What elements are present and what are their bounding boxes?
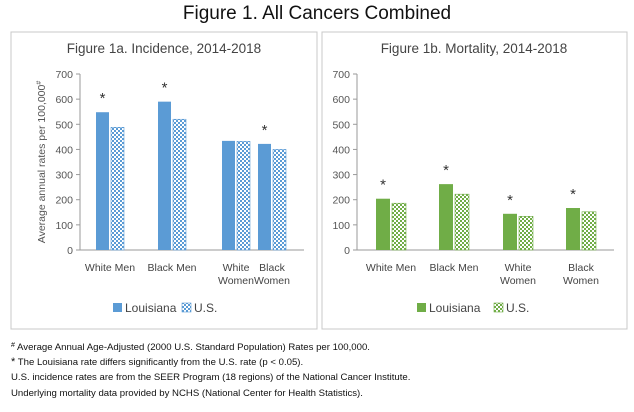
- incidence-chart-panel: Figure 1a. Incidence, 2014-2018 Average …: [10, 31, 318, 330]
- footnote-significance-symbol: *: [11, 356, 16, 369]
- mortality-bar-louisiana: [376, 198, 390, 250]
- mortality-bar-louisiana: [503, 213, 517, 250]
- incidence-category-label-line: Women: [254, 275, 290, 287]
- incidence-category-label-line: Women: [218, 275, 254, 287]
- mortality-significance-marker: *: [443, 162, 449, 179]
- mortality-category-label: Black Women: [563, 262, 599, 287]
- footnote-rates-text: Average Annual Age-Adjusted (2000 U.S. S…: [14, 342, 370, 353]
- mortality-chart-title: Figure 1b. Mortality, 2014-2018: [381, 41, 568, 56]
- mortality-category-label-line: Women: [500, 275, 536, 287]
- incidence-significance-marker: *: [100, 90, 106, 107]
- mortality-category-label: White Women: [500, 262, 536, 287]
- incidence-category-label-line: Black: [259, 262, 285, 274]
- mortality-bar-louisiana: [439, 184, 453, 250]
- incidence-y-tick-label: 0: [67, 245, 73, 257]
- mortality-y-tick-label: 100: [332, 220, 350, 232]
- incidence-category-label: Black Women: [254, 262, 290, 287]
- footnote-rates-symbol: #: [11, 342, 15, 349]
- incidence-bar-us: [172, 118, 187, 251]
- footnote-significance-text: The Louisiana rate differs significantly…: [15, 357, 304, 369]
- mortality-category-label: Black Men: [429, 262, 478, 274]
- mortality-significance-marker: *: [380, 177, 386, 194]
- incidence-y-tick-label: 100: [55, 220, 73, 232]
- y-axis-label-footnote-marker: #: [36, 81, 43, 85]
- incidence-y-tick-label: 500: [55, 119, 73, 131]
- incidence-bar-louisiana: [158, 101, 171, 251]
- incidence-y-tick-label: 300: [55, 170, 73, 182]
- mortality-y-tick-label: 600: [332, 94, 350, 106]
- mortality-y-tick-label: 700: [332, 69, 350, 81]
- incidence-bar-us: [272, 149, 287, 251]
- incidence-legend-label-us: U.S.: [194, 301, 217, 315]
- mortality-bar-us: [391, 202, 407, 251]
- incidence-category-label: Black Men: [147, 262, 196, 274]
- incidence-chart-title: Figure 1a. Incidence, 2014-2018: [67, 41, 261, 56]
- incidence-bar-louisiana: [96, 112, 109, 251]
- incidence-category-label-line: Black Men: [147, 262, 196, 274]
- mortality-category-label-line: White: [505, 262, 532, 274]
- mortality-bar-louisiana: [566, 208, 580, 250]
- mortality-chart-panel: Figure 1b. Mortality, 2014-2018 0 100 200 3…: [321, 31, 628, 330]
- mortality-legend-label-us: U.S.: [506, 301, 529, 315]
- incidence-legend-swatch-us: [181, 302, 192, 313]
- incidence-y-axis-label: Average annual rates per 100,000#: [36, 81, 48, 244]
- incidence-bar-us: [110, 127, 125, 251]
- incidence-significance-marker: *: [262, 122, 268, 139]
- incidence-y-tick-label: 600: [55, 94, 73, 106]
- mortality-y-tick-label: 500: [332, 119, 350, 131]
- incidence-plot-area: 0 100 200 300 400 500 600 700 * White Men * Black M…: [55, 69, 304, 287]
- mortality-category-label-line: Black: [568, 262, 594, 274]
- incidence-bar-louisiana: [222, 140, 235, 250]
- mortality-significance-marker: *: [570, 186, 576, 203]
- footnotes: # Average Annual Age-Adjusted (2000 U.S.…: [11, 340, 410, 401]
- incidence-significance-marker: *: [162, 80, 168, 97]
- incidence-category-label-line: White Men: [85, 262, 135, 274]
- incidence-category-label-line: White: [223, 262, 250, 274]
- mortality-y-tick-label: 400: [332, 144, 350, 156]
- incidence-y-tick-label: 700: [55, 69, 73, 81]
- mortality-bar-us: [518, 216, 534, 251]
- mortality-legend-swatch-louisiana: [417, 303, 426, 312]
- mortality-category-label: White Men: [366, 262, 416, 274]
- mortality-category-label-line: Women: [563, 275, 599, 287]
- mortality-category-label-line: White Men: [366, 262, 416, 274]
- mortality-category-label-line: Black Men: [429, 262, 478, 274]
- incidence-y-tick-label: 200: [55, 195, 73, 207]
- footnote-mortality-source: Underlying mortality data provided by NC…: [11, 387, 363, 399]
- footnote-significance: * The Louisiana rate differs significant…: [11, 355, 410, 370]
- mortality-y-tick-label: 0: [344, 245, 350, 257]
- incidence-y-tick-label: 400: [55, 144, 73, 156]
- incidence-category-label: White Women: [218, 262, 254, 287]
- mortality-chart-frame: [321, 31, 628, 330]
- incidence-bar-us: [236, 141, 251, 251]
- mortality-bar-us: [581, 211, 597, 251]
- incidence-legend-swatch-louisiana: [113, 303, 122, 312]
- incidence-legend: Louisiana U.S.: [113, 301, 217, 315]
- footnote-incidence-source: U.S. incidence rates are from the SEER P…: [11, 372, 411, 384]
- mortality-y-tick-label: 200: [332, 195, 350, 207]
- mortality-y-tick-label: 300: [332, 170, 350, 182]
- figure-title: Figure 1. All Cancers Combined: [182, 3, 452, 24]
- incidence-legend-label-louisiana: Louisiana: [125, 301, 177, 315]
- incidence-bar-louisiana: [258, 143, 271, 250]
- mortality-plot-area: 0 100 200 300 400 500 600 700 * White Men * Black M…: [332, 69, 614, 287]
- mortality-legend-swatch-us: [493, 302, 504, 313]
- mortality-significance-marker: *: [507, 192, 513, 209]
- mortality-bar-us: [454, 193, 470, 251]
- mortality-legend-label-louisiana: Louisiana: [429, 301, 481, 315]
- incidence-category-label: White Men: [85, 262, 135, 274]
- footnote-rates: # Average Annual Age-Adjusted (2000 U.S.…: [11, 340, 410, 355]
- mortality-legend: Louisiana U.S.: [417, 301, 529, 315]
